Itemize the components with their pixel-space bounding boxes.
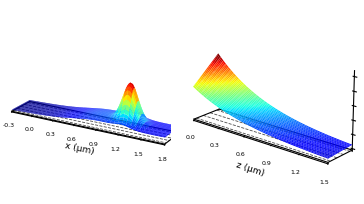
X-axis label: x (μm): x (μm)	[64, 141, 95, 155]
X-axis label: z (μm): z (μm)	[235, 159, 265, 177]
